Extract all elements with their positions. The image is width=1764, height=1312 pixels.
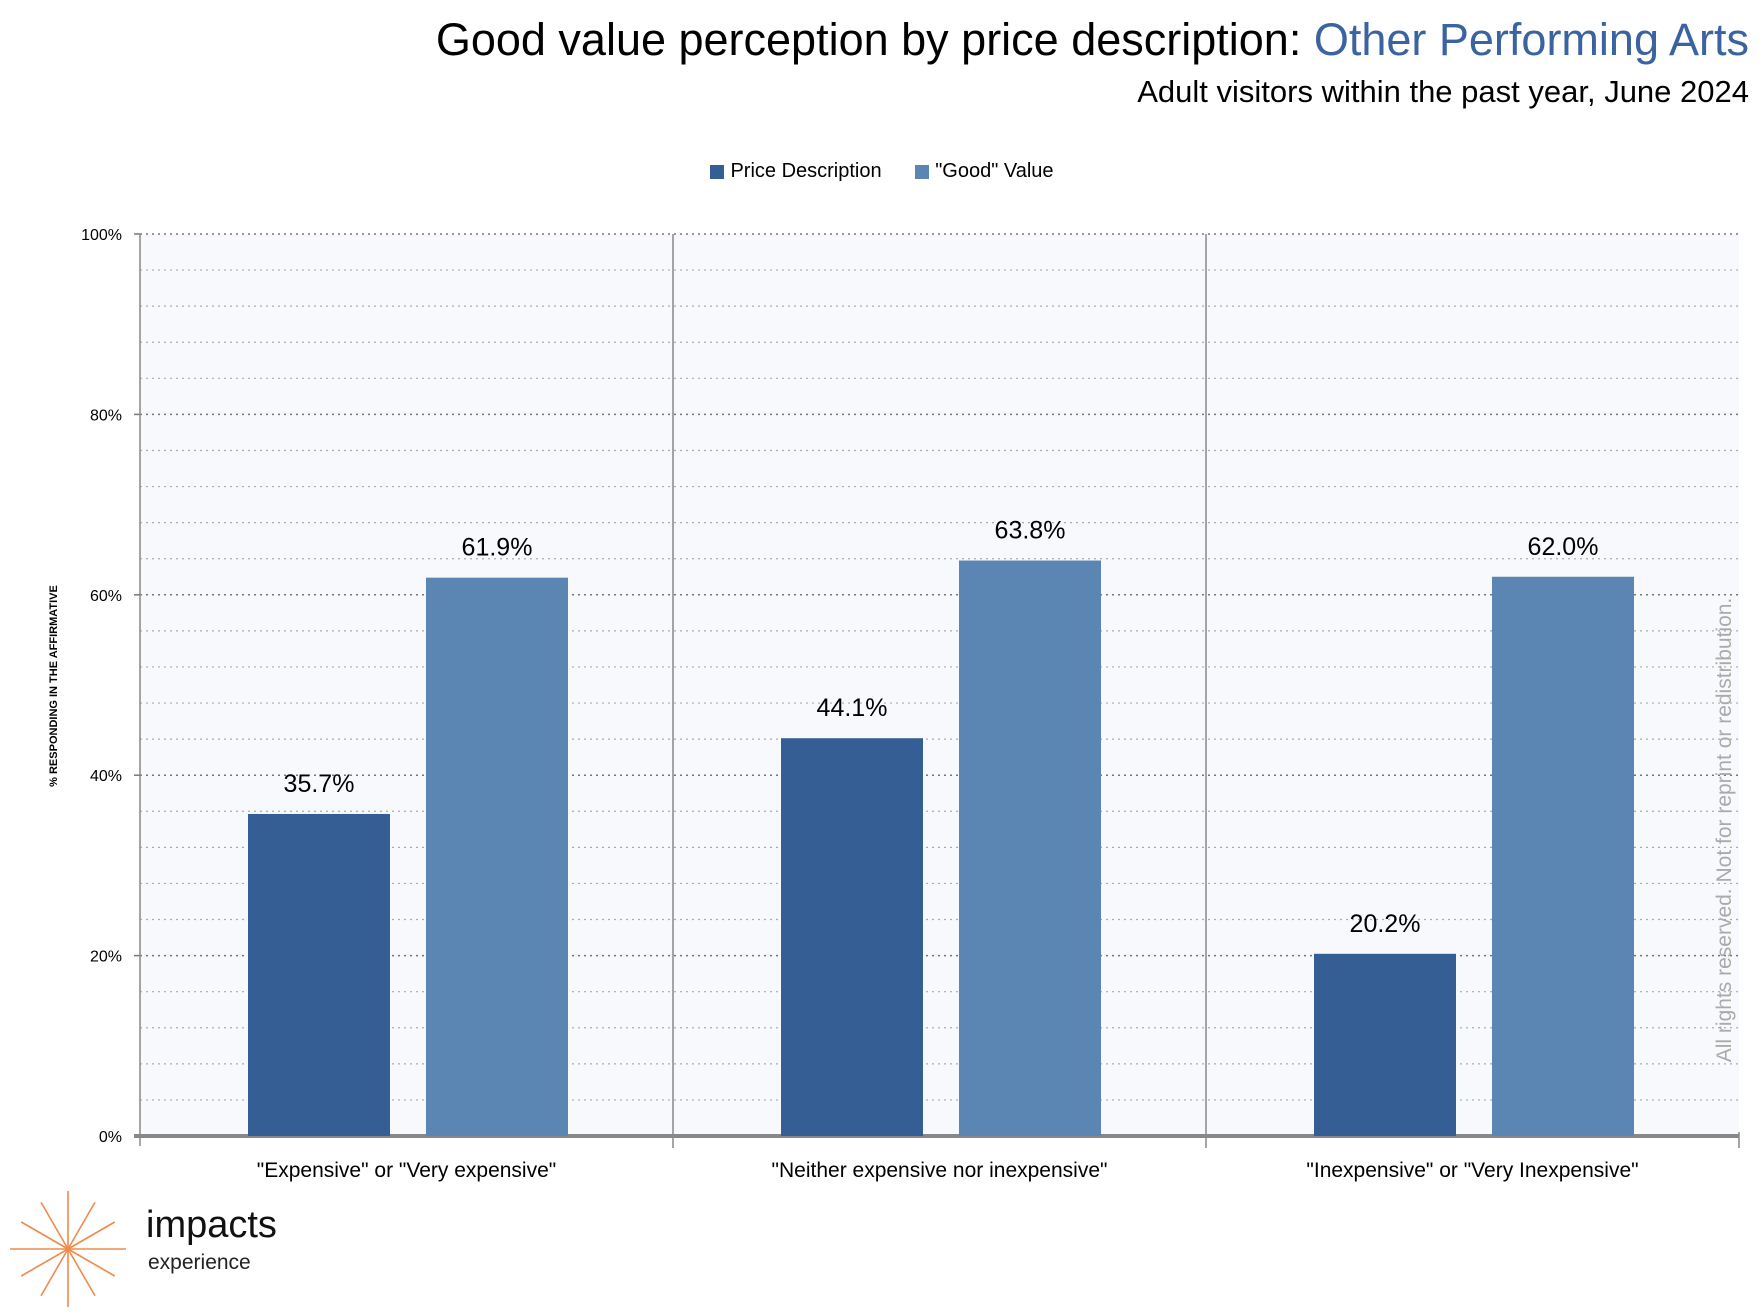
chart-title: Good value perception by price descripti… [436, 14, 1749, 66]
y-axis-label: % RESPONDING IN THE AFFIRMATIVE [48, 585, 60, 787]
data-label: 20.2% [1350, 910, 1421, 938]
data-label: 35.7% [284, 770, 355, 798]
x-category-label: "Inexpensive" or "Very Inexpensive" [1306, 1159, 1638, 1182]
bar-price-description [248, 813, 390, 1136]
labels: 0% 20% 40% 60% 80% 100% 35.7% 61.9% "Expensive" … [48, 227, 1736, 1182]
bar-price-description [781, 738, 923, 1136]
bar-good-value [959, 560, 1101, 1136]
logo-ray-icon [40, 1201, 69, 1250]
bar-price-description [1314, 953, 1456, 1136]
logo-ray-icon [67, 1201, 96, 1250]
legend-label: "Good" Value [935, 160, 1054, 182]
logo-ray-icon [67, 1221, 116, 1250]
plot-background [140, 234, 1739, 1136]
legend: Price Description "Good" Value [0, 160, 1764, 185]
y-tick-label: 20% [90, 949, 122, 966]
data-label: 61.9% [462, 534, 533, 562]
legend-label: Price Description [730, 160, 882, 182]
y-tick-label: 40% [90, 768, 122, 785]
data-label: 63.8% [995, 517, 1066, 545]
y-tick-label: 100% [81, 227, 122, 244]
bars [248, 560, 1634, 1136]
logo-word: impacts [146, 1204, 277, 1246]
title-prefix: Good value perception by price descripti… [435, 14, 1314, 65]
y-tick-label: 80% [90, 407, 122, 424]
legend-swatch [710, 164, 725, 179]
logo-ray-icon [20, 1248, 69, 1277]
logo-sub: experience [148, 1251, 251, 1274]
logo-ray-icon [67, 1248, 116, 1277]
title-highlight: Other Performing Arts [1313, 14, 1749, 65]
x-category-label: "Expensive" or "Very expensive" [257, 1159, 556, 1182]
logo-ray-icon [40, 1248, 69, 1297]
logo-ray-icon [20, 1221, 69, 1250]
rights-notice: All rights reserved. Not for reprint or … [1713, 598, 1736, 1063]
y-tick-label: 0% [99, 1129, 122, 1146]
y-tick-label: 60% [90, 588, 122, 605]
bar-good-value [1492, 576, 1634, 1136]
impacts-logo-icon [10, 1191, 126, 1307]
logo-ray-icon [67, 1248, 96, 1297]
legend-swatch [915, 164, 930, 179]
data-label: 44.1% [817, 694, 888, 722]
bar-good-value [426, 577, 568, 1136]
gridlines [134, 233, 1740, 1148]
data-label: 62.0% [1528, 533, 1599, 561]
chart-subtitle: Adult visitors within the past year, Jun… [1137, 74, 1749, 109]
x-category-label: "Neither expensive nor inexpensive" [772, 1159, 1108, 1182]
legend-item-price: Price Description [710, 160, 882, 183]
legend-item-good: "Good" Value [915, 160, 1054, 183]
